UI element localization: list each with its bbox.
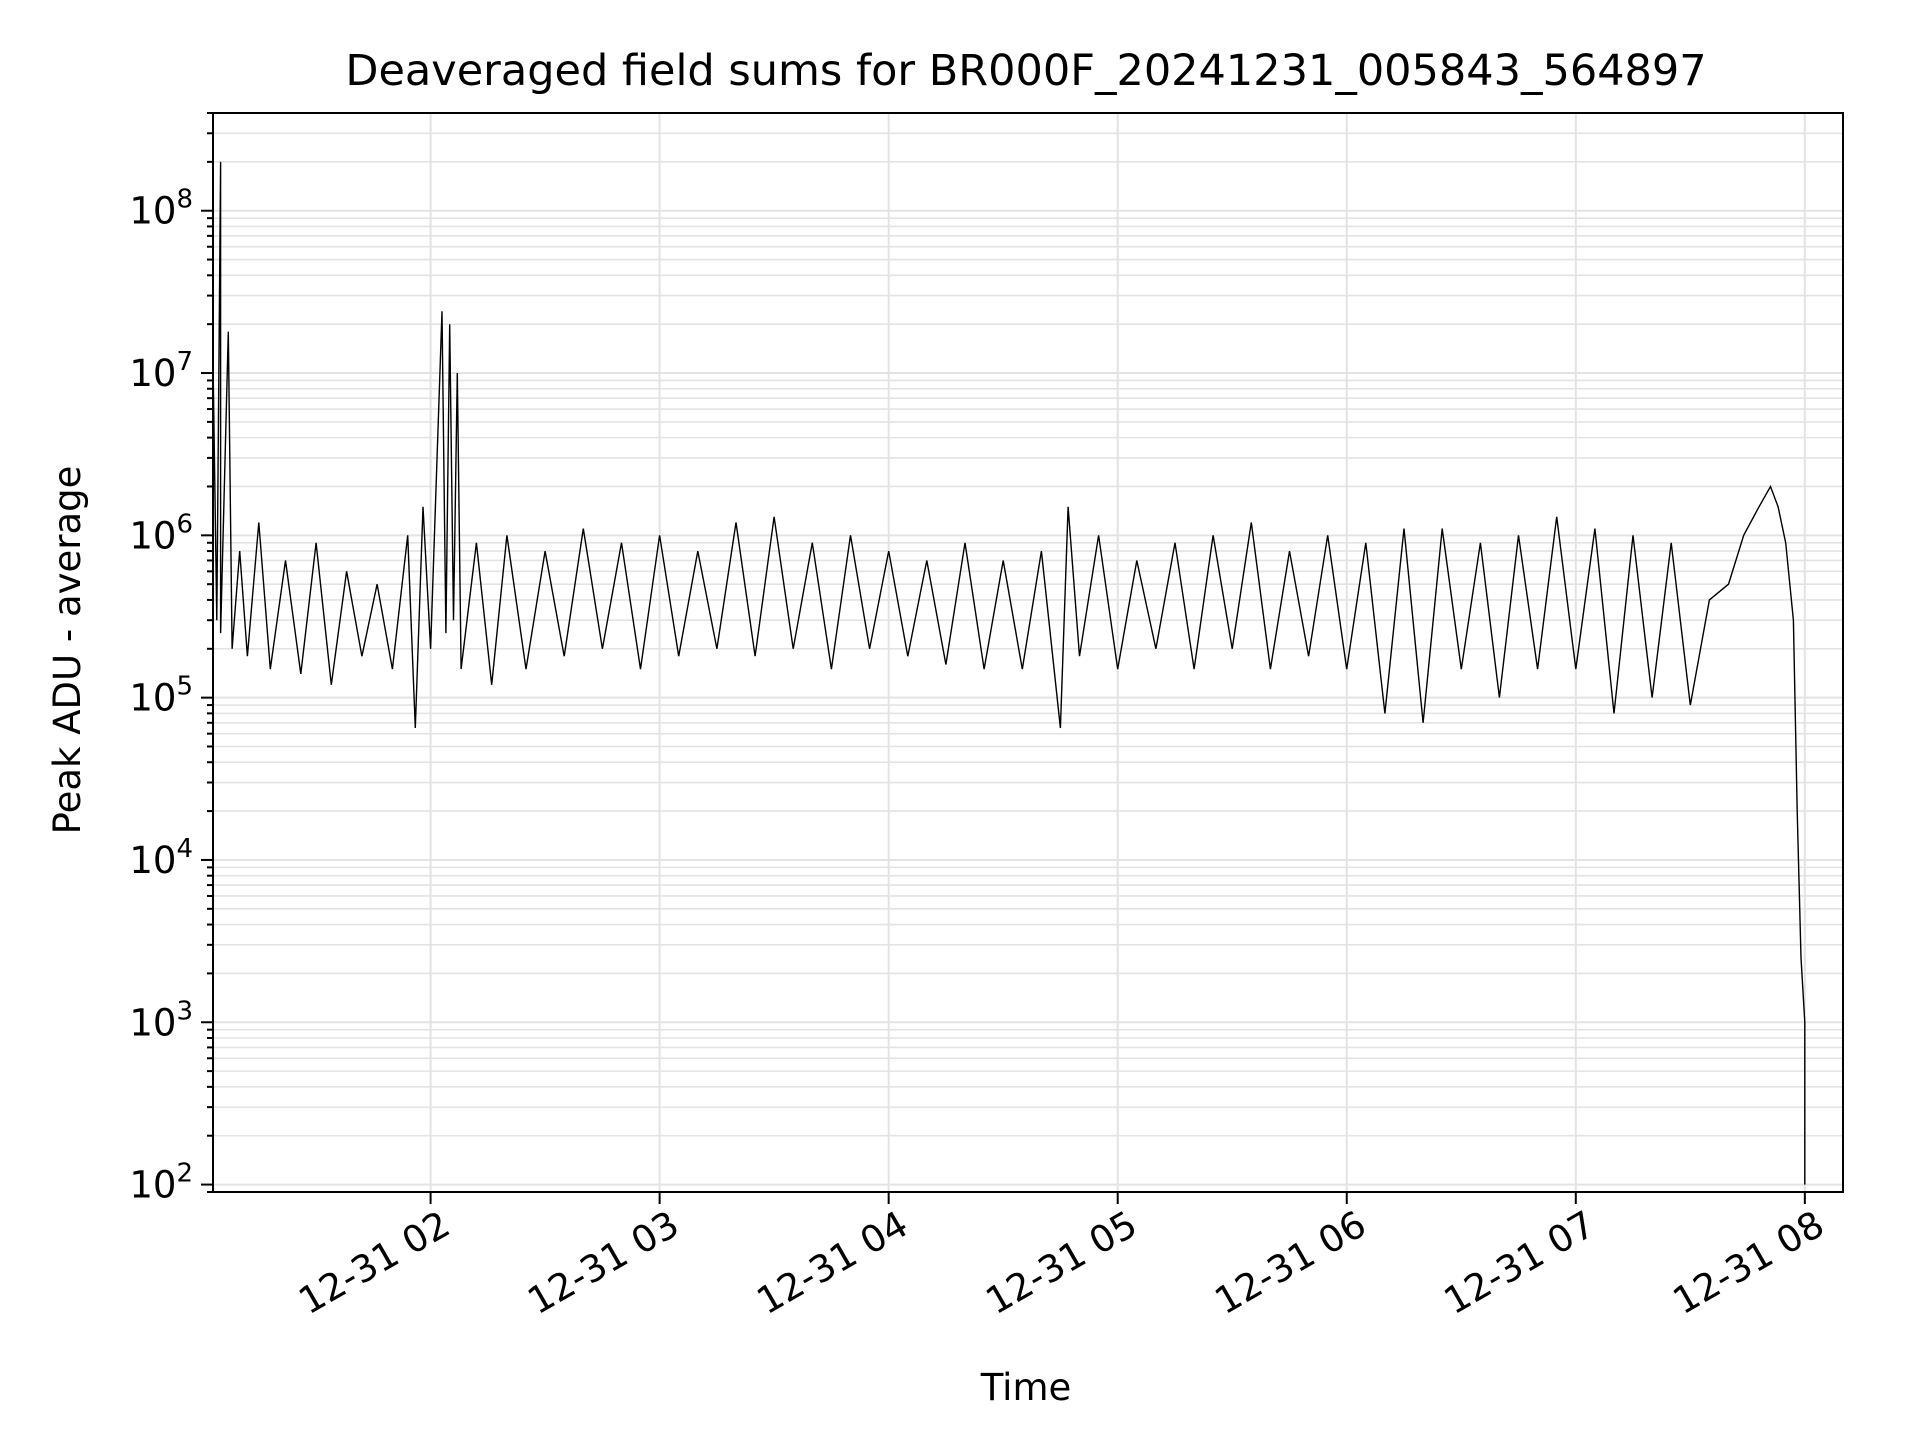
y-axis-label: Peak ADU - average xyxy=(46,466,89,835)
plot-area xyxy=(212,161,1806,1185)
y-tick-label: 104 xyxy=(129,834,193,882)
chart-title: Deaveraged field sums for BR000F_2024123… xyxy=(345,46,1706,96)
y-tick-label: 102 xyxy=(129,1159,193,1207)
x-axis-label: Time xyxy=(980,1366,1072,1409)
plot-frame xyxy=(212,112,1844,1193)
y-axis: 102 103 104 105 106 107 108 xyxy=(129,112,213,1207)
series-line xyxy=(212,161,1806,1185)
y-tick-label: 105 xyxy=(129,672,193,720)
y-tick-label: 108 xyxy=(129,185,193,233)
y-tick-label: 103 xyxy=(129,996,193,1044)
grid xyxy=(213,112,1843,1193)
y-tick-label: 106 xyxy=(129,509,193,557)
y-tick-label: 107 xyxy=(129,347,193,395)
